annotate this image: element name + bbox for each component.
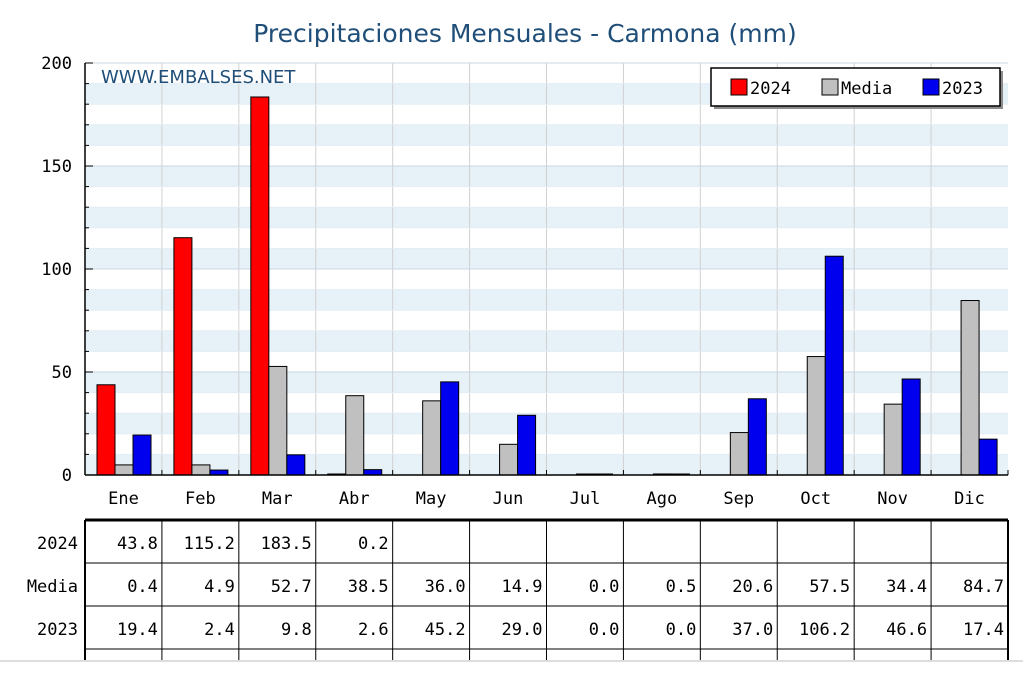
y-tick-label: 150 (41, 157, 72, 177)
table-cell: 57.5 (809, 577, 850, 597)
table-cell: 0.0 (589, 620, 620, 640)
bar-media-abr (345, 395, 365, 476)
x-category-label: Feb (185, 489, 216, 509)
table-cell: 37.0 (732, 620, 773, 640)
y-tick-label: 50 (52, 363, 72, 383)
x-category-label: Jun (493, 489, 524, 509)
bar-2023-oct (824, 255, 844, 476)
table-cell: 2.6 (358, 620, 389, 640)
bar-2023-jun (517, 414, 537, 476)
y-tick-label: 100 (41, 260, 72, 280)
table-cell: 0.4 (127, 577, 158, 597)
y-tick-label: 0 (62, 466, 72, 486)
table-row-label: Media (27, 577, 78, 597)
bar-2023-may (440, 381, 460, 476)
bar-2023-ene (132, 434, 152, 476)
table-cell: 14.9 (502, 577, 543, 597)
bar-2024-ene (96, 384, 116, 476)
table-cell: 106.2 (799, 620, 850, 640)
bar-2023-abr (363, 469, 383, 476)
table-cell: 20.6 (732, 577, 773, 597)
bar-2023-nov (901, 378, 921, 476)
legend: 2024 Media 2023 (710, 67, 1003, 109)
table-cell: 9.8 (281, 620, 312, 640)
table-cell: 115.2 (184, 534, 235, 554)
legend-label-media: Media (841, 79, 892, 99)
legend-swatch-2024 (730, 78, 748, 96)
table-cell: 34.4 (886, 577, 927, 597)
legend-swatch-2023 (922, 78, 940, 96)
x-category-label: Ene (108, 489, 139, 509)
x-category-label: Nov (877, 489, 908, 509)
table-cell: 52.7 (271, 577, 312, 597)
x-category-label: May (416, 489, 447, 509)
bar-2023-mar (286, 454, 306, 476)
bar-2024-feb (173, 237, 193, 476)
bar-media-dic (960, 300, 980, 476)
x-category-label: Jul (570, 489, 601, 509)
watermark-text: WWW.EMBALSES.NET (101, 67, 296, 88)
table-cell: 19.4 (117, 620, 158, 640)
bar-2024-mar (250, 96, 270, 476)
table-cell: 2.4 (204, 620, 235, 640)
legend-label-2024: 2024 (750, 79, 791, 99)
bar-media-sep (729, 432, 749, 476)
bar-2023-sep (747, 398, 767, 476)
legend-box (710, 67, 1001, 107)
table-cell: 84.7 (963, 577, 1004, 597)
table-row-label: 2023 (37, 620, 78, 640)
bar-media-oct (806, 356, 826, 476)
table-cell: 38.5 (348, 577, 389, 597)
x-category-label: Oct (800, 489, 831, 509)
bar-media-nov (883, 403, 903, 476)
table-cell: 0.0 (666, 620, 697, 640)
table-cell: 0.2 (358, 534, 389, 554)
table-cell: 36.0 (425, 577, 466, 597)
x-category-label: Dic (954, 489, 985, 509)
bar-media-ene (114, 464, 134, 476)
x-category-label: Abr (339, 489, 370, 509)
table-cell: 4.9 (204, 577, 235, 597)
table-row-label: 2024 (37, 534, 78, 554)
table-cell: 183.5 (261, 534, 312, 554)
table-cell: 45.2 (425, 620, 466, 640)
table-cell: 17.4 (963, 620, 1004, 640)
bar-media-jun (499, 443, 519, 476)
bar-media-may (422, 400, 442, 476)
legend-swatch-media (821, 78, 839, 96)
bar-media-feb (191, 464, 211, 476)
x-category-label: Ago (647, 489, 678, 509)
table-cell: 0.0 (589, 577, 620, 597)
table-cell: 43.8 (117, 534, 158, 554)
y-tick-label: 200 (41, 54, 72, 74)
x-category-label: Sep (723, 489, 754, 509)
chart-title: Precipitaciones Mensuales - Carmona (mm) (253, 19, 796, 48)
bar-2023-dic (978, 438, 998, 476)
bar-media-mar (268, 365, 288, 476)
table-cell: 0.5 (666, 577, 697, 597)
legend-label-2023: 2023 (942, 79, 983, 99)
table-cell: 46.6 (886, 620, 927, 640)
x-category-label: Mar (262, 489, 293, 509)
table-cell: 29.0 (502, 620, 543, 640)
